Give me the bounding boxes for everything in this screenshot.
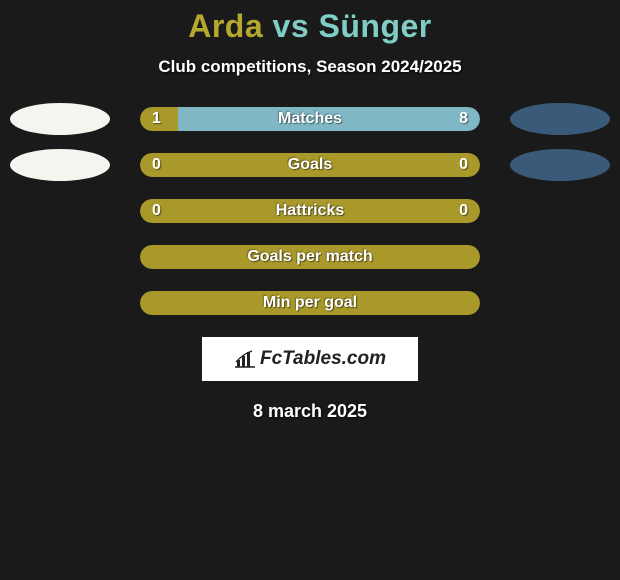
player-ellipse-left — [10, 103, 110, 135]
stat-label: Matches — [140, 110, 480, 128]
logo-text: FcTables.com — [260, 348, 386, 370]
title-left-name: Arda — [188, 8, 263, 44]
stats-area: Matches18Goals00Hattricks00Goals per mat… — [0, 107, 620, 315]
stat-label: Goals — [140, 156, 480, 174]
stat-bar: Matches1 8 — [140, 107, 480, 131]
bar-chart-icon — [234, 350, 256, 368]
stat-bar: Goals0 0 — [140, 153, 480, 177]
stat-value-right: 0 — [459, 202, 468, 220]
player-ellipse-right — [510, 103, 610, 135]
stat-bar: Hattricks0 0 — [140, 199, 480, 223]
player-ellipse-left — [10, 149, 110, 181]
title-right-name: Sünger — [319, 8, 432, 44]
logo-box: FcTables.com — [202, 337, 418, 381]
stat-value-right: 0 — [459, 156, 468, 174]
stat-bar: Goals per match — [140, 245, 480, 269]
stat-value-left: 1 — [152, 110, 161, 128]
stat-row: Goals0 0 — [0, 153, 620, 177]
stat-row: Min per goal — [0, 291, 620, 315]
stat-row: Matches1 8 — [0, 107, 620, 131]
infographic-container: Arda vs Sünger Club competitions, Season… — [0, 0, 620, 422]
stat-row: Goals per match — [0, 245, 620, 269]
stat-label: Goals per match — [140, 248, 480, 266]
stat-bar: Min per goal — [140, 291, 480, 315]
stat-value-left: 0 — [152, 202, 161, 220]
logo: FcTables.com — [234, 348, 386, 370]
stat-row: Hattricks0 0 — [0, 199, 620, 223]
stat-value-right: 8 — [459, 110, 468, 128]
stat-label: Hattricks — [140, 202, 480, 220]
stat-value-left: 0 — [152, 156, 161, 174]
subtitle: Club competitions, Season 2024/2025 — [0, 57, 620, 77]
stat-label: Min per goal — [140, 294, 480, 312]
title-vs: vs — [263, 8, 318, 44]
date-text: 8 march 2025 — [0, 401, 620, 422]
player-ellipse-right — [510, 149, 610, 181]
page-title: Arda vs Sünger — [0, 8, 620, 45]
